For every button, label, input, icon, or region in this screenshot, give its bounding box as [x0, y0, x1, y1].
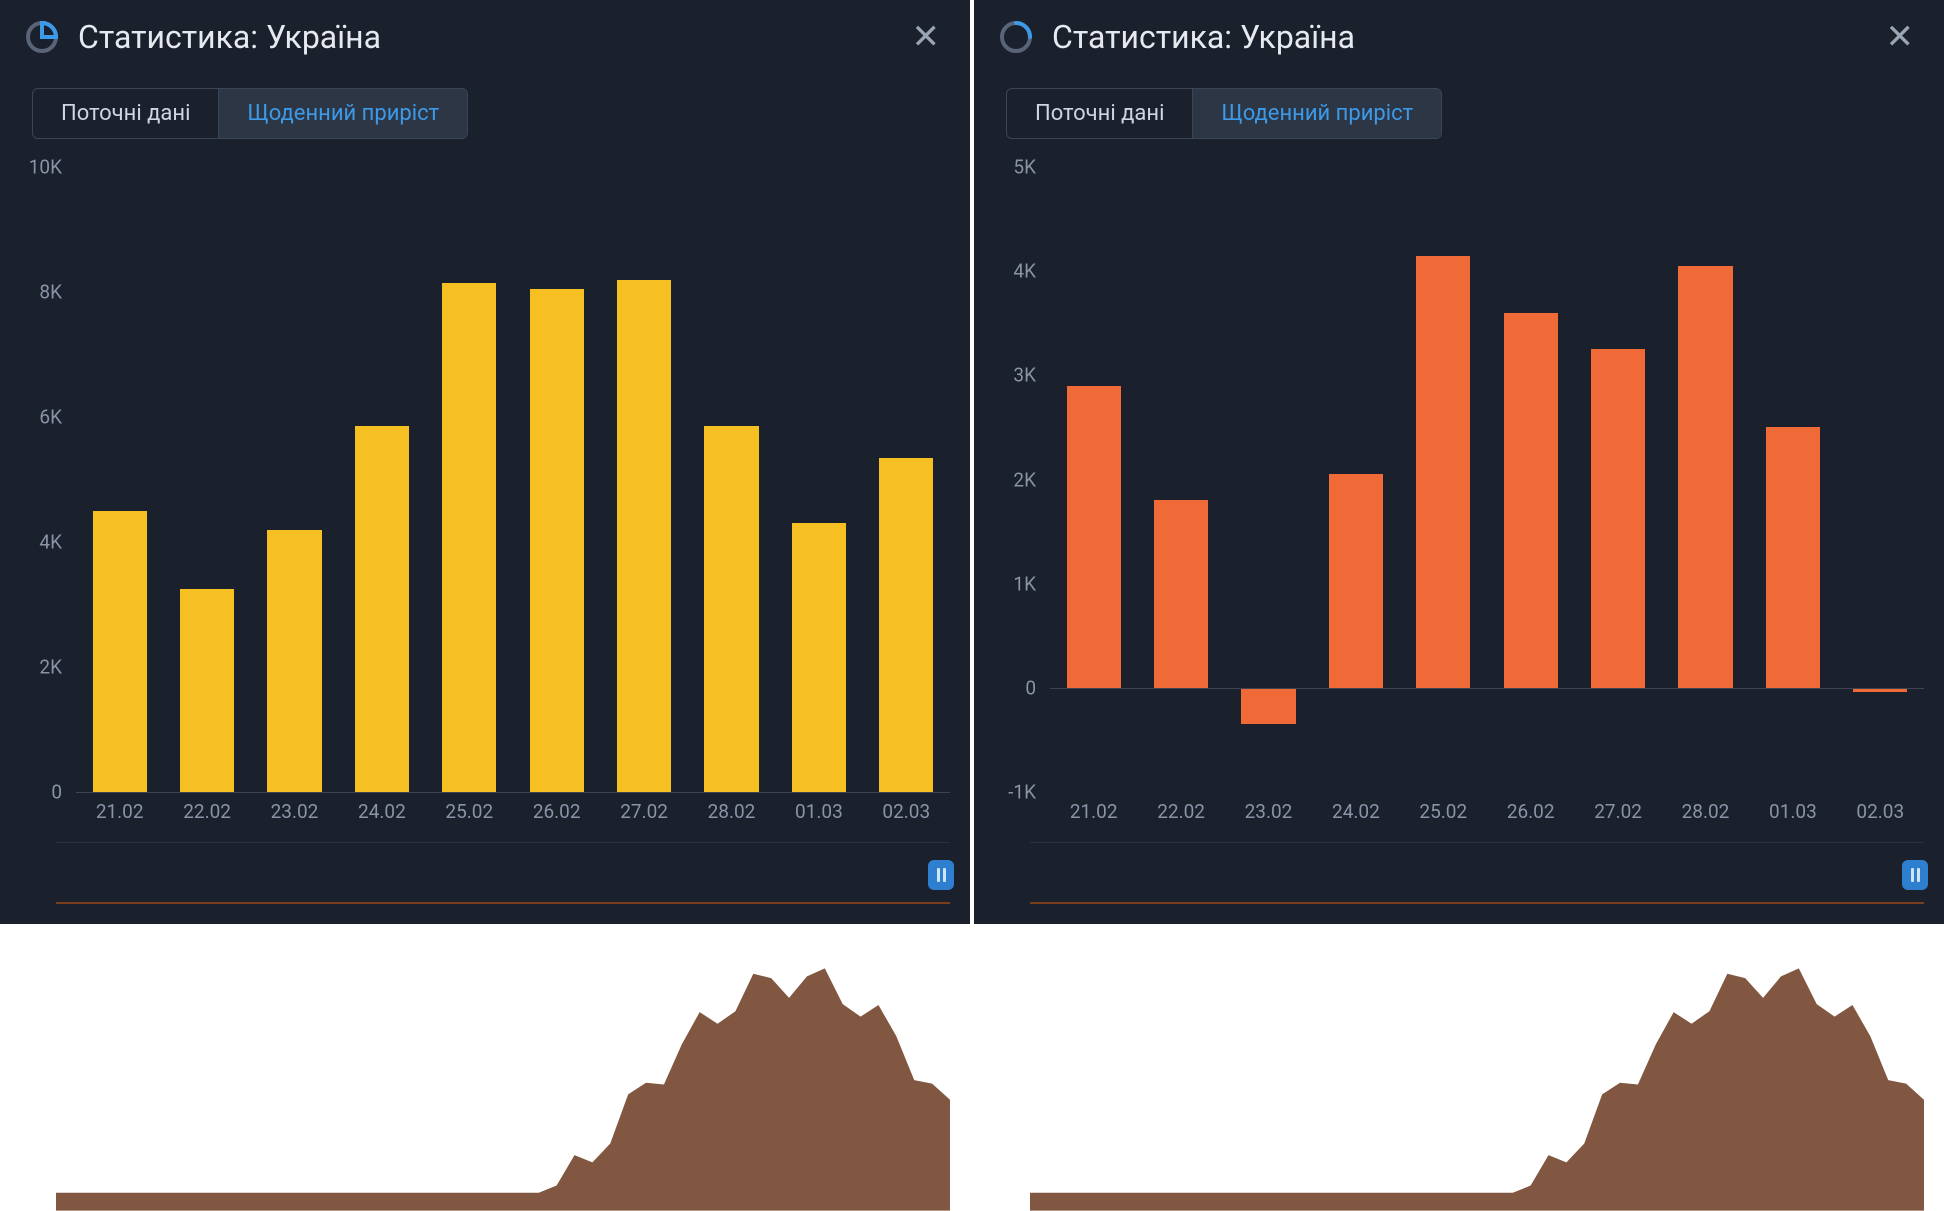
- x-tick-label: 24.02: [1332, 800, 1380, 823]
- x-tick-label: 26.02: [533, 800, 581, 823]
- bar: [530, 289, 584, 792]
- panel-title: Статистика: Україна: [1052, 18, 1880, 56]
- x-tick-label: 27.02: [620, 800, 668, 823]
- bar: [792, 523, 846, 792]
- bar: [1329, 474, 1383, 688]
- timeline-scrubber[interactable]: [1030, 842, 1924, 906]
- bars-container: [1050, 167, 1924, 792]
- pie-chart-icon: [24, 19, 60, 55]
- bar: [617, 280, 671, 793]
- stats-panel-left: Статистика: Україна ✕ Поточні дані Щоден…: [0, 0, 972, 924]
- tab-current-data[interactable]: Поточні дані: [33, 89, 218, 138]
- x-tick-label: 01.03: [795, 800, 843, 823]
- y-tick-label: 8K: [39, 281, 62, 304]
- bar: [1766, 427, 1820, 687]
- chart-area: 02K4K6K8K10K 21.0222.0223.0224.0225.0226…: [20, 167, 950, 830]
- bar: [1154, 500, 1208, 688]
- panel-header: Статистика: Україна ✕: [974, 0, 1944, 70]
- bar: [704, 426, 758, 792]
- x-tick-label: 22.02: [1157, 800, 1205, 823]
- chart-area: -1K01K2K3K4K5K 21.0222.0223.0224.0225.02…: [994, 167, 1924, 830]
- y-tick-label: 4K: [1013, 260, 1036, 283]
- tab-daily-increment[interactable]: Щоденний приріст: [218, 89, 467, 138]
- zero-line: [1050, 688, 1924, 689]
- bar: [879, 458, 933, 792]
- timeline-handle[interactable]: [928, 860, 954, 890]
- y-tick-label: -1K: [1008, 781, 1036, 804]
- x-tick-label: 25.02: [445, 800, 493, 823]
- tabs: Поточні дані Щоденний приріст: [1006, 88, 1442, 139]
- y-tick-label: 6K: [39, 406, 62, 429]
- bar: [442, 283, 496, 792]
- y-tick-label: 2K: [39, 656, 62, 679]
- y-tick-label: 0: [1025, 676, 1036, 699]
- x-tick-label: 01.03: [1769, 800, 1817, 823]
- tab-current-data[interactable]: Поточні дані: [1007, 89, 1192, 138]
- x-tick-label: 28.02: [1682, 800, 1730, 823]
- close-button[interactable]: ✕: [906, 20, 947, 54]
- x-tick-label: 24.02: [358, 800, 406, 823]
- y-axis: -1K01K2K3K4K5K: [994, 167, 1040, 792]
- x-tick-label: 27.02: [1594, 800, 1642, 823]
- x-tick-label: 02.03: [882, 800, 930, 823]
- timeline-handle[interactable]: [1902, 860, 1928, 890]
- panel-header: Статистика: Україна ✕: [0, 0, 970, 70]
- y-tick-label: 1K: [1013, 572, 1036, 595]
- stats-panel-right: Статистика: Україна ✕ Поточні дані Щоден…: [972, 0, 1944, 924]
- close-button[interactable]: ✕: [1880, 20, 1921, 54]
- x-tick-label: 23.02: [271, 800, 319, 823]
- x-axis: 21.02 22.02 23.02 24.02 25.02 26.02 27.02 28.02…: [76, 792, 950, 830]
- timeline-sparkline: [1030, 853, 1924, 906]
- bar: [180, 589, 234, 792]
- y-axis: 02K4K6K8K10K: [20, 167, 66, 792]
- bar: [1678, 266, 1732, 688]
- x-tick-label: 25.02: [1419, 800, 1467, 823]
- bar: [267, 530, 321, 793]
- x-tick-label: 23.02: [1245, 800, 1293, 823]
- x-tick-label: 26.02: [1507, 800, 1555, 823]
- x-tick-label: 28.02: [708, 800, 756, 823]
- y-tick-label: 2K: [1013, 468, 1036, 491]
- pie-chart-icon: [998, 19, 1034, 55]
- y-tick-label: 5K: [1013, 156, 1036, 179]
- bar: [1591, 349, 1645, 688]
- bar: [355, 426, 409, 792]
- bar: [1416, 256, 1470, 688]
- timeline-sparkline: [56, 853, 950, 906]
- x-tick-label: 21.02: [1070, 800, 1118, 823]
- x-tick-label: 21.02: [96, 800, 144, 823]
- tab-daily-increment[interactable]: Щоденний приріст: [1192, 89, 1441, 138]
- plot: [1050, 167, 1924, 792]
- y-tick-label: 0: [51, 781, 62, 804]
- bars-container: [76, 167, 950, 792]
- bar: [1504, 313, 1558, 688]
- bar: [1067, 386, 1121, 688]
- y-tick-label: 4K: [39, 531, 62, 554]
- bar: [93, 511, 147, 792]
- tabs: Поточні дані Щоденний приріст: [32, 88, 468, 139]
- x-tick-label: 22.02: [183, 800, 231, 823]
- y-tick-label: 3K: [1013, 364, 1036, 387]
- x-axis: 21.02 22.02 23.02 24.02 25.02 26.02 27.02 28.02…: [1050, 792, 1924, 830]
- y-tick-label: 10K: [29, 156, 62, 179]
- plot: [76, 167, 950, 792]
- bar: [1241, 688, 1295, 724]
- timeline-scrubber[interactable]: [56, 842, 950, 906]
- x-tick-label: 02.03: [1856, 800, 1904, 823]
- panel-title: Статистика: Україна: [78, 18, 906, 56]
